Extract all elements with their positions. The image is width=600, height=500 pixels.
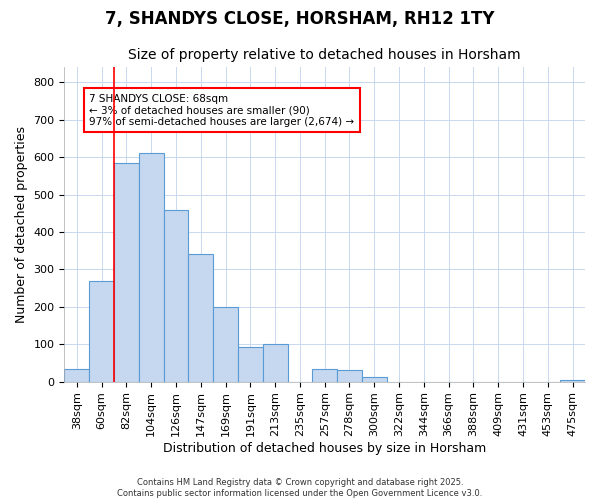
- Text: 7, SHANDYS CLOSE, HORSHAM, RH12 1TY: 7, SHANDYS CLOSE, HORSHAM, RH12 1TY: [105, 10, 495, 28]
- Text: Contains HM Land Registry data © Crown copyright and database right 2025.
Contai: Contains HM Land Registry data © Crown c…: [118, 478, 482, 498]
- Bar: [213, 307, 238, 382]
- Y-axis label: Number of detached properties: Number of detached properties: [15, 126, 28, 323]
- Bar: [313, 368, 337, 382]
- Bar: [263, 344, 287, 382]
- Bar: [188, 254, 213, 382]
- Bar: [362, 377, 386, 382]
- Bar: [114, 162, 139, 382]
- Bar: [164, 210, 188, 382]
- Bar: [337, 370, 362, 382]
- Bar: [560, 380, 585, 382]
- Bar: [89, 280, 114, 382]
- Text: 7 SHANDYS CLOSE: 68sqm
← 3% of detached houses are smaller (90)
97% of semi-deta: 7 SHANDYS CLOSE: 68sqm ← 3% of detached …: [89, 94, 355, 126]
- Bar: [64, 368, 89, 382]
- Title: Size of property relative to detached houses in Horsham: Size of property relative to detached ho…: [128, 48, 521, 62]
- Bar: [139, 154, 164, 382]
- Bar: [238, 347, 263, 382]
- X-axis label: Distribution of detached houses by size in Horsham: Distribution of detached houses by size …: [163, 442, 487, 455]
